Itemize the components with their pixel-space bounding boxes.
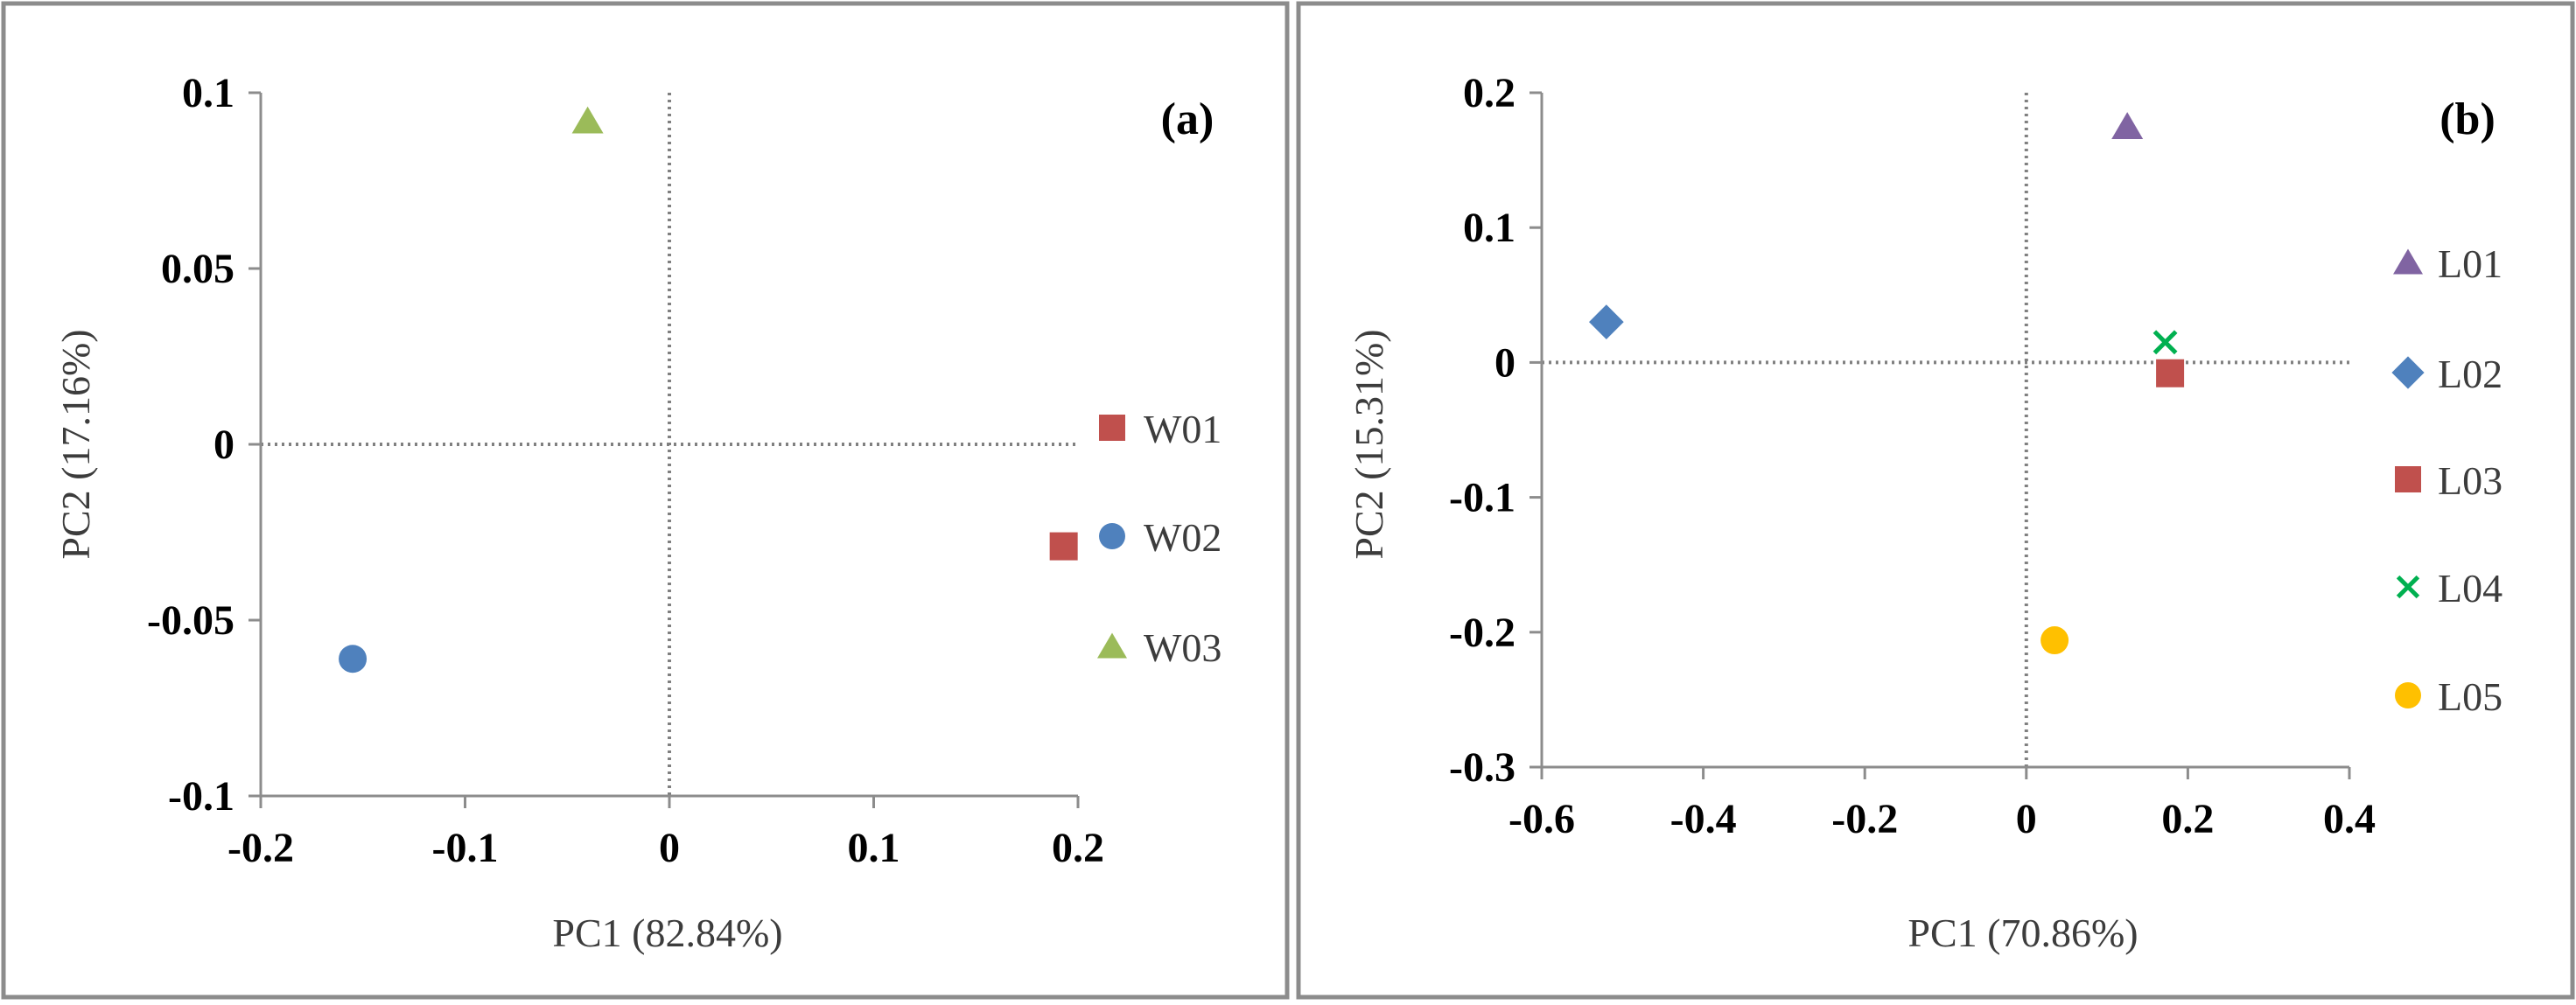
panel-b-x-tick-label: 0.2: [2161, 796, 2214, 842]
panel-b-x-tick-label: 0.4: [2323, 796, 2376, 842]
panel-a: (a) PC1 (82.84%) PC2 (17.16%) -0.1 -0.05 0…: [1, 1, 1290, 1000]
panel-a-y-tick-label: -0.1: [168, 773, 234, 820]
panel-a-legend-marker-w01: [1099, 415, 1125, 441]
panel-b-y-tick-label: 0.1: [1463, 205, 1516, 251]
panel-b-point-l03: [2156, 359, 2185, 387]
panel-a-point-w02: [339, 645, 368, 673]
panel-b-point-l05: [2040, 626, 2069, 655]
panel-b-y-axis-label: PC2 (15.31%): [1347, 329, 1391, 559]
panel-a-x-axis-label: PC1 (82.84%): [552, 911, 782, 955]
panel-a-x-tick-label: -0.1: [432, 825, 499, 871]
panel-a-y-axis-label: PC2 (17.16%): [53, 329, 98, 559]
panel-b-y-tick-label: -0.1: [1449, 475, 1516, 521]
panel-a-label: (a): [1161, 94, 1214, 144]
panel-b-y-tick-label: -0.3: [1449, 744, 1516, 791]
panel-a-y-tick-label: 0.1: [182, 70, 234, 116]
panel-b-y-tick-label: -0.2: [1449, 610, 1516, 656]
panel-a-legend-label-w02: W02: [1144, 515, 1222, 560]
panel-b-point-l02: [1589, 304, 1624, 339]
panel-a-x-tick-label: -0.2: [228, 825, 294, 871]
panel-b-frame: [1296, 1, 2575, 1000]
panel-b-legend-marker-l02: [2391, 356, 2425, 389]
panel-a-x-tick-label: 0.1: [848, 825, 900, 871]
panel-a-x-tick-label: 0: [659, 825, 680, 871]
panel-b-legend-marker-l05: [2395, 682, 2421, 708]
panel-b-x-tick-label: -0.6: [1508, 796, 1575, 842]
panel-a-point-w03: [571, 106, 604, 134]
panel-a-legend-marker-w03: [1097, 632, 1127, 659]
panel-b-legend-marker-l04: [2396, 575, 2420, 599]
panel-a-y-tick-label: -0.05: [147, 597, 234, 644]
panel-b-x-tick-label: -0.2: [1831, 796, 1898, 842]
panel-b-legend-marker-l01: [2393, 248, 2423, 275]
panel-b-x-tick-label: -0.4: [1670, 796, 1737, 842]
panel-a-x-tick-label: 0.2: [1052, 825, 1104, 871]
panel-b-legend-label-l05: L05: [2438, 674, 2502, 719]
panel-b-y-tick-label: 0: [1494, 339, 1516, 386]
panel-b-y-tick-label: 0.2: [1463, 70, 1516, 116]
panel-b-legend-label-l04: L04: [2438, 566, 2502, 611]
panel-a-legend-label-w03: W03: [1144, 625, 1222, 670]
panel-b-legend-label-l03: L03: [2438, 458, 2502, 503]
panel-b-x-axis-label: PC1 (70.86%): [1908, 911, 2138, 955]
panel-b-legend-label-l02: L02: [2438, 352, 2502, 396]
panel-b-legend-marker-l03: [2395, 466, 2421, 492]
panel-b-x-tick-label: 0: [2016, 796, 2037, 842]
panel-b-point-l04: [2152, 330, 2178, 355]
panel-a-legend-label-w01: W01: [1144, 407, 1222, 451]
panel-a-y-tick-label: 0.05: [161, 246, 234, 292]
panel-a-legend-marker-w02: [1099, 523, 1125, 549]
panel-a-frame: [1, 1, 1290, 1000]
panel-a-y-tick-label: 0: [214, 422, 234, 468]
panel-b-legend-label-l01: L01: [2438, 241, 2502, 286]
panel-a-point-w01: [1049, 532, 1078, 561]
panel-b-point-l01: [2111, 112, 2144, 139]
panel-b: (b) PC1 (70.86%) PC2 (15.31%) -0.3 -0.2 -0…: [1296, 1, 2575, 1000]
panel-b-label: (b): [2440, 94, 2496, 144]
